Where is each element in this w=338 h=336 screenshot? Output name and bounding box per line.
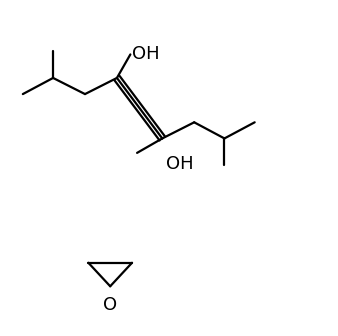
Text: OH: OH bbox=[132, 45, 160, 63]
Text: O: O bbox=[103, 296, 117, 314]
Text: OH: OH bbox=[166, 155, 193, 173]
